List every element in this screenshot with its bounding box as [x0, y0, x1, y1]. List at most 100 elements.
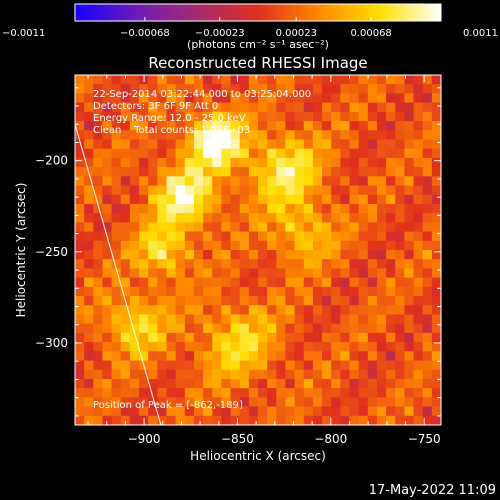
heatmap-cell — [248, 342, 259, 352]
heatmap-cell — [221, 378, 231, 389]
heatmap-cell — [148, 75, 158, 85]
heatmap-cell — [120, 415, 131, 425]
heatmap-cell — [239, 314, 250, 325]
heatmap-cell — [93, 406, 103, 417]
heatmap-cell — [267, 111, 277, 122]
heatmap-cell — [331, 388, 341, 398]
heatmap-cell — [340, 314, 350, 325]
heatmap-cell — [331, 148, 341, 159]
heatmap-cell — [358, 111, 369, 122]
heatmap-cell — [221, 157, 231, 168]
heatmap-cell — [358, 323, 369, 334]
heatmap-cell — [367, 222, 378, 232]
heatmap-cell — [148, 415, 158, 425]
colorbar-unit-label: (photons cm⁻² s⁻¹ asec⁻²) — [187, 38, 329, 51]
heatmap-cell — [230, 388, 241, 398]
heatmap-cell — [239, 397, 250, 407]
heatmap-cell — [102, 342, 112, 352]
heatmap-cell — [386, 121, 396, 131]
heatmap-cell — [285, 121, 295, 131]
heatmap-cell — [175, 240, 186, 251]
heatmap-cell — [184, 360, 195, 371]
heatmap-cell — [258, 332, 268, 343]
heatmap-cell — [258, 378, 268, 389]
annotation-detectors: Detectors: 3F 6F 9F Att 0 — [93, 101, 218, 112]
heatmap-cell — [395, 369, 405, 380]
heatmap-cell — [267, 351, 277, 361]
heatmap-cell — [395, 84, 405, 94]
heatmap-cell — [193, 388, 204, 398]
heatmap-cell — [193, 323, 204, 334]
heatmap-cell — [258, 240, 268, 251]
annotation-energy-range: Energy Range: 12.0 - 25.0 keV — [93, 113, 246, 124]
heatmap-cell — [75, 415, 85, 425]
heatmap-cell — [376, 286, 387, 297]
heatmap-cell — [312, 139, 323, 150]
heatmap-cell — [294, 323, 305, 334]
heatmap-cell — [193, 231, 204, 242]
heatmap-cell — [221, 360, 231, 371]
heatmap-cell — [349, 194, 360, 205]
heatmap-cell — [413, 259, 424, 269]
heatmap-cell — [349, 157, 360, 168]
heatmap-cell — [404, 203, 414, 214]
heatmap-cell — [212, 231, 222, 242]
heatmap-cell — [193, 157, 204, 168]
heatmap-cell — [340, 277, 350, 288]
heatmap-cell — [285, 388, 295, 398]
heatmap-cell — [422, 259, 433, 269]
heatmap-cell — [221, 84, 231, 94]
heatmap-cell — [129, 231, 140, 242]
heatmap-cell — [139, 323, 149, 334]
heatmap-cell — [139, 286, 149, 297]
heatmap-cell — [431, 332, 441, 343]
heatmap-cell — [322, 415, 332, 425]
heatmap-cell — [102, 185, 112, 196]
heatmap-cell — [84, 314, 94, 325]
heatmap-cell — [184, 121, 195, 131]
heatmap-cell — [230, 332, 241, 343]
heatmap-cell — [258, 369, 268, 380]
heatmap-cell — [331, 268, 341, 279]
heatmap-cell — [184, 185, 195, 196]
heatmap-cell — [239, 203, 250, 214]
heatmap-cell — [258, 84, 268, 94]
heatmap-cell — [175, 323, 186, 334]
heatmap-cell — [248, 259, 259, 269]
heatmap-cell — [111, 323, 122, 334]
annotation-block: 22-Sep-2014 03:22:44.000 to 03:25:04.000… — [93, 89, 311, 411]
heatmap-cell — [303, 121, 314, 131]
heatmap-cell — [303, 157, 314, 168]
heatmap-cell — [203, 351, 213, 361]
heatmap-cell — [166, 286, 177, 297]
heatmap-cell — [203, 305, 213, 315]
heatmap-cell — [239, 286, 250, 297]
heatmap-cell — [386, 250, 396, 260]
heatmap-cell — [349, 84, 360, 94]
heatmap-cell — [267, 75, 277, 85]
heatmap-cell — [111, 157, 122, 168]
heatmap-cell — [93, 415, 103, 425]
heatmap-cell — [431, 75, 441, 85]
heatmap-cell — [120, 111, 131, 122]
heatmap-cell — [175, 194, 186, 205]
heatmap-cell — [349, 296, 360, 306]
heatmap-cell — [322, 148, 332, 159]
heatmap-cell — [111, 194, 122, 205]
heatmap-cell — [404, 378, 414, 389]
heatmap-cell — [230, 250, 241, 260]
heatmap-cell — [285, 277, 295, 288]
heatmap-cell — [111, 93, 122, 104]
heatmap-cell — [75, 277, 85, 288]
heatmap-cell — [331, 240, 341, 251]
heatmap-cell — [340, 167, 350, 177]
heatmap-cell — [148, 259, 158, 269]
heatmap-cell — [102, 369, 112, 380]
heatmap-cell — [422, 84, 433, 94]
heatmap-cell — [340, 240, 350, 251]
heatmap-cell — [404, 111, 414, 122]
heatmap-cell — [285, 369, 295, 380]
heatmap-cell — [157, 121, 167, 131]
heatmap-cell — [312, 185, 323, 196]
heatmap-cell — [322, 194, 332, 205]
